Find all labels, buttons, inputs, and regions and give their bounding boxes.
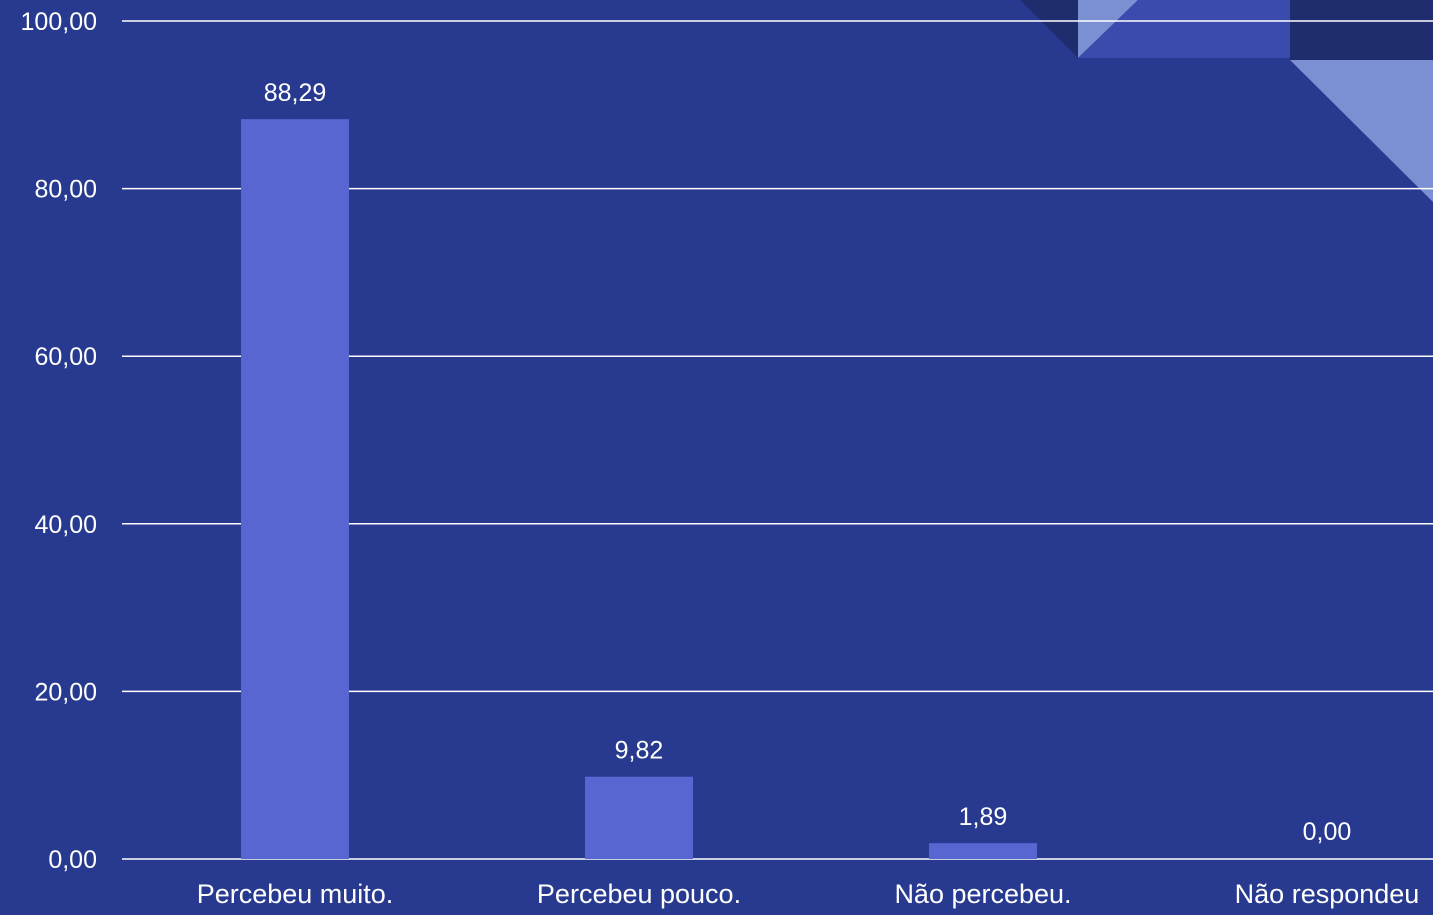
decorative-dark-panel [1290, 0, 1433, 60]
y-tick-label: 40,00 [34, 511, 97, 539]
bar [585, 776, 693, 859]
y-axis-tick-labels: 0,00 20,00 40,00 60,00 80,00 100,00 [21, 8, 97, 874]
bar-value-label: 1,89 [959, 803, 1008, 831]
bar [241, 119, 349, 859]
x-axis-category-labels: Percebeu muito. Percebeu pouco. Não perceb… [197, 879, 1420, 909]
x-tick-label: Não respondeu [1235, 879, 1420, 909]
decorative-dark-triangle [1020, 0, 1078, 58]
decorative-light-wedge [1290, 60, 1433, 202]
bar-value-labels: 88,29 9,82 1,89 0,00 [264, 79, 1352, 846]
y-tick-label: 100,00 [21, 8, 97, 36]
y-tick-label: 60,00 [34, 343, 97, 371]
y-tick-label: 0,00 [48, 846, 97, 874]
decorative-mid-panel [1078, 0, 1290, 58]
bar-value-label: 0,00 [1303, 818, 1352, 846]
bar-value-label: 9,82 [615, 737, 664, 765]
bar [929, 843, 1037, 859]
bars [241, 119, 1037, 859]
y-tick-label: 20,00 [34, 678, 97, 706]
x-tick-label: Não percebeu. [894, 879, 1071, 909]
x-tick-label: Percebeu pouco. [537, 879, 741, 909]
bar-value-label: 88,29 [264, 79, 327, 107]
y-tick-label: 80,00 [34, 176, 97, 204]
x-tick-label: Percebeu muito. [197, 879, 394, 909]
decorative-corner-shapes [1020, 0, 1433, 202]
